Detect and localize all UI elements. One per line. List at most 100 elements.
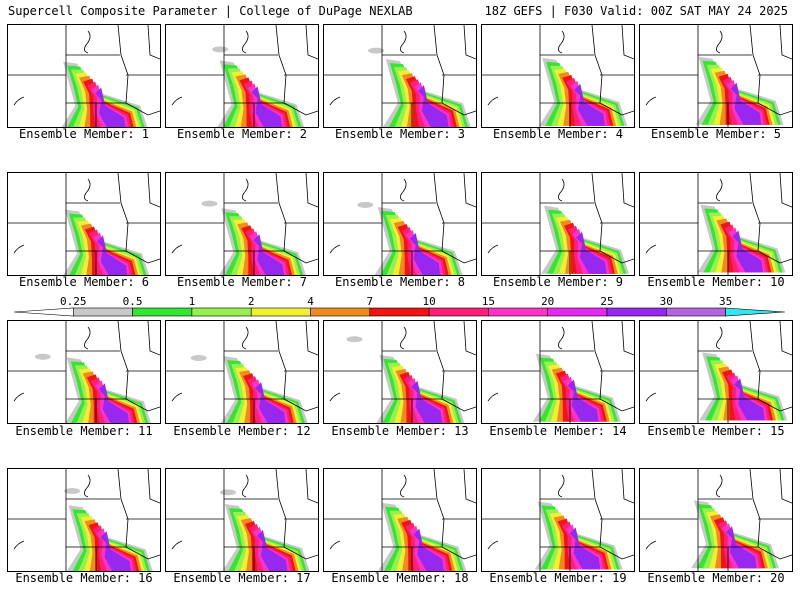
state-border <box>13 244 25 254</box>
state-border <box>242 30 249 54</box>
scp-map <box>166 173 318 275</box>
state-border <box>749 173 792 264</box>
scp-contour <box>96 235 128 275</box>
ensemble-member-panel <box>323 24 477 128</box>
ensemble-member-panel <box>165 172 319 276</box>
colorbar-segment <box>191 307 252 317</box>
scp-contour <box>417 85 449 127</box>
ensemble-member-panel <box>639 24 793 128</box>
colorbar-tick-label: 20 <box>541 296 554 308</box>
state-border <box>591 25 634 116</box>
state-border <box>716 326 723 350</box>
ensemble-member-label: Ensemble Member: 9 <box>492 275 624 289</box>
state-border <box>463 321 476 356</box>
ensemble-member-panel <box>7 320 161 424</box>
scp-map <box>324 469 476 571</box>
state-border <box>558 30 565 54</box>
state-border <box>716 474 723 498</box>
ensemble-member-label: Ensemble Member: 3 <box>334 127 466 141</box>
state-border <box>779 173 792 208</box>
ensemble-member-label: Ensemble Member: 8 <box>334 275 466 289</box>
state-border <box>171 96 183 106</box>
scp-contour <box>95 87 126 127</box>
state-border <box>275 469 318 560</box>
colorbar-segment <box>725 307 785 317</box>
colorbar-segment <box>132 307 193 317</box>
scp-contour <box>730 82 762 125</box>
state-border <box>84 30 91 54</box>
colorbar-tick-label: 35 <box>719 296 732 308</box>
ensemble-member-panel <box>323 468 477 572</box>
light-gray-contour <box>190 354 207 361</box>
state-border <box>400 178 407 202</box>
ensemble-member-panel <box>481 172 635 276</box>
colorbar-tick-label: 25 <box>600 296 613 308</box>
state-border <box>716 178 723 202</box>
state-border <box>84 326 91 350</box>
state-border <box>171 540 183 550</box>
state-border <box>275 25 318 116</box>
light-gray-contour <box>357 201 374 208</box>
ensemble-member-label: Ensemble Member: 4 <box>492 127 624 141</box>
scp-map <box>166 25 318 127</box>
state-border <box>242 178 249 202</box>
state-border <box>171 244 183 254</box>
colorbar-segment <box>428 307 489 317</box>
state-border <box>591 173 634 264</box>
colorbar-segment <box>665 307 726 317</box>
state-border <box>463 25 476 60</box>
state-border <box>13 96 25 106</box>
light-gray-contour <box>368 47 385 54</box>
valid-time-label: 18Z GEFS | F030 Valid: 00Z SAT MAY 24 20… <box>484 4 788 18</box>
ensemble-member-panel <box>165 468 319 572</box>
state-border <box>305 25 318 60</box>
scp-map <box>324 321 476 423</box>
scp-map <box>8 469 160 571</box>
scp-contour <box>725 526 757 569</box>
state-border <box>400 30 407 54</box>
scp-contour <box>411 380 443 423</box>
ensemble-member-label: Ensemble Member: 1 <box>18 127 150 141</box>
colorbar-segment <box>310 307 371 317</box>
state-border <box>305 469 318 504</box>
ensemble-member-panel <box>165 24 319 128</box>
state-border <box>242 326 249 350</box>
colorbar-tick-label: 0.25 <box>60 296 87 308</box>
state-border <box>558 474 565 498</box>
state-border <box>329 96 341 106</box>
state-border <box>305 321 318 356</box>
ensemble-member-label: Ensemble Member: 16 <box>15 571 153 585</box>
scp-map <box>640 25 792 127</box>
state-border <box>117 173 160 264</box>
state-border <box>621 469 634 504</box>
state-border <box>591 321 634 412</box>
colorbar-tick-label: 30 <box>660 296 673 308</box>
ensemble-member-label: Ensemble Member: 15 <box>647 424 785 438</box>
ensemble-member-panel <box>481 468 635 572</box>
scp-contour <box>100 531 131 571</box>
state-border <box>463 469 476 504</box>
state-border <box>487 244 499 254</box>
state-border <box>779 25 792 60</box>
state-border <box>749 25 792 116</box>
colorbar-tick-label: 15 <box>482 296 495 308</box>
ensemble-member-panel <box>323 172 477 276</box>
ensemble-member-panel <box>639 468 793 572</box>
ensemble-member-label: Ensemble Member: 13 <box>331 424 469 438</box>
ensemble-member-panel <box>639 320 793 424</box>
ensemble-member-label: Ensemble Member: 7 <box>176 275 308 289</box>
state-border <box>84 178 91 202</box>
state-border <box>117 469 160 560</box>
state-border <box>329 244 341 254</box>
ensemble-member-panel <box>481 320 635 424</box>
state-border <box>487 392 499 402</box>
scp-contour <box>251 86 282 127</box>
state-border <box>558 178 565 202</box>
colorbar-tick-label: 4 <box>307 296 314 308</box>
ensemble-member-label: Ensemble Member: 20 <box>647 571 785 585</box>
ensemble-member-panel <box>481 24 635 128</box>
state-border <box>13 540 25 550</box>
scp-contour <box>732 230 764 273</box>
colorbar-segment <box>547 307 608 317</box>
ensemble-member-label: Ensemble Member: 10 <box>647 275 785 289</box>
